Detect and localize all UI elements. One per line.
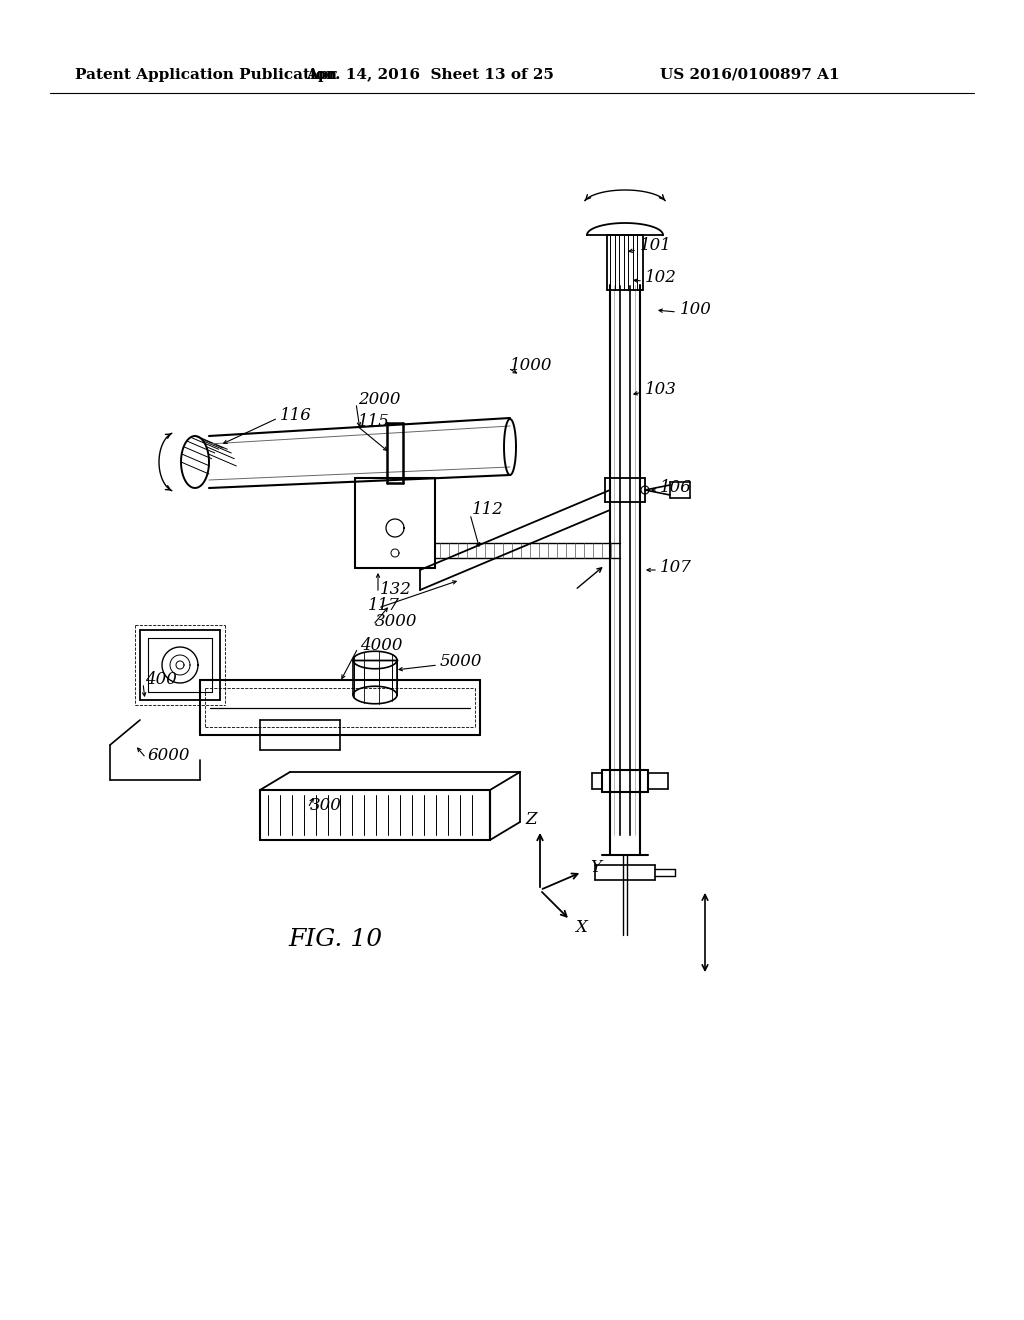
Text: 6000: 6000 xyxy=(148,747,190,763)
Text: 5000: 5000 xyxy=(440,653,482,671)
Text: Z: Z xyxy=(525,812,537,829)
Text: 300: 300 xyxy=(310,796,342,813)
Text: 102: 102 xyxy=(645,269,677,286)
Text: 117: 117 xyxy=(368,597,400,614)
Text: 3000: 3000 xyxy=(375,614,418,631)
Text: 103: 103 xyxy=(645,381,677,399)
Text: Y: Y xyxy=(590,858,601,875)
Text: 400: 400 xyxy=(145,672,177,689)
Text: 112: 112 xyxy=(472,502,504,519)
Text: X: X xyxy=(575,920,587,936)
Text: 100: 100 xyxy=(680,301,712,318)
Text: 106: 106 xyxy=(660,479,692,495)
Text: 116: 116 xyxy=(280,407,312,424)
Text: 101: 101 xyxy=(640,238,672,255)
Text: 132: 132 xyxy=(380,582,412,598)
Text: 107: 107 xyxy=(660,560,692,577)
Text: US 2016/0100897 A1: US 2016/0100897 A1 xyxy=(660,69,840,82)
Text: FIG. 10: FIG. 10 xyxy=(288,928,382,952)
Text: 1000: 1000 xyxy=(510,356,553,374)
Text: 2000: 2000 xyxy=(358,392,400,408)
Text: Patent Application Publication: Patent Application Publication xyxy=(75,69,337,82)
Text: 115: 115 xyxy=(358,413,390,430)
Text: Apr. 14, 2016  Sheet 13 of 25: Apr. 14, 2016 Sheet 13 of 25 xyxy=(306,69,554,82)
Text: 4000: 4000 xyxy=(360,636,402,653)
